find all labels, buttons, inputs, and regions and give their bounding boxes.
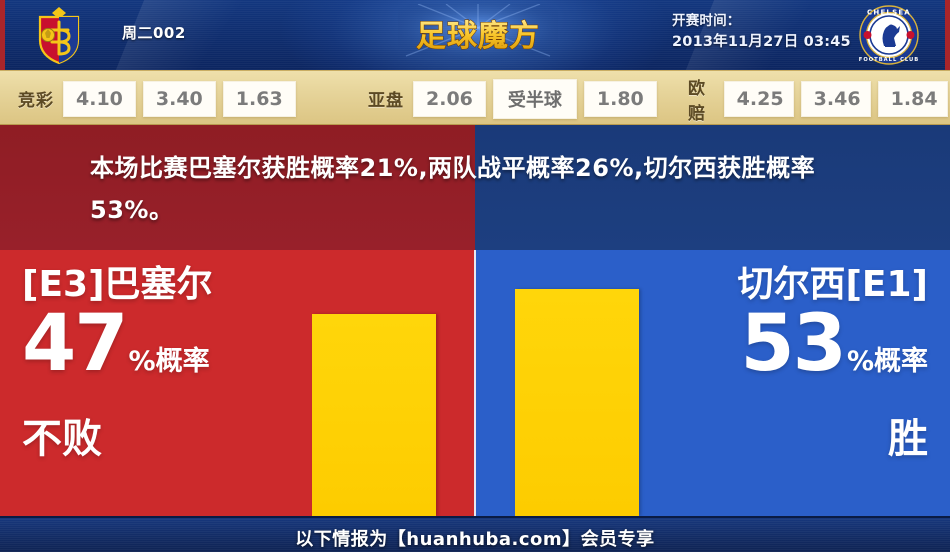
odds-oupei-draw[interactable]: 3.46 [800, 80, 871, 117]
odds-label-jingcai: 竞彩 [18, 91, 54, 111]
match-number: 周二002 [122, 24, 186, 42]
odds-label-oupei: 欧赔 [688, 78, 706, 124]
summary-left-background [0, 125, 475, 250]
odds-oupei-home[interactable]: 4.25 [723, 80, 794, 117]
odds-yapan-away[interactable]: 1.80 [583, 80, 657, 117]
odds-bar: 竞彩 4.10 3.40 1.63 亚盘 2.06 受半球 1.80 欧赔 4.… [0, 70, 950, 125]
odds-yapan-handicap[interactable]: 受半球 [492, 78, 577, 119]
summary-text: 本场比赛巴塞尔获胜概率21%,两队战平概率26%,切尔西获胜概率53%。 [90, 154, 816, 224]
header-right-edge [945, 0, 950, 70]
basel-crest-icon [38, 7, 80, 65]
panel-divider [474, 250, 476, 516]
brand-logo-icon: 足球魔方 [398, 4, 558, 64]
footer-text: 以下情报为【huanhuba.com】会员专享 [295, 529, 655, 550]
home-team-name: [E3]巴塞尔 [22, 264, 213, 305]
home-probability-row: 47%概率 [22, 305, 292, 403]
home-result-label: 不败 [22, 416, 102, 462]
footer-bar: 以下情报为【huanhuba.com】会员专享 [0, 516, 950, 552]
away-probability-row: 53%概率 [658, 305, 928, 403]
header-left-edge [0, 0, 5, 70]
odds-yapan-home[interactable]: 2.06 [413, 80, 486, 117]
bar-home-probability [312, 314, 436, 516]
away-team-name: 切尔西[E1] [737, 264, 928, 305]
odds-label-yapan: 亚盘 [368, 91, 404, 111]
odds-group-yapan: 亚盘 2.06 受半球 1.80 [368, 71, 664, 126]
home-probability-suffix: %概率 [128, 346, 210, 377]
kickoff-value: 2013年11月27日 03:45 [672, 34, 851, 50]
kickoff-label: 开赛时间： [672, 13, 741, 29]
summary-banner: 本场比赛巴塞尔获胜概率21%,两队战平概率26%,切尔西获胜概率53%。 [0, 125, 950, 250]
svg-text:足球魔方: 足球魔方 [416, 19, 540, 54]
away-probability-value: 53 [740, 299, 847, 389]
odds-group-jingcai: 竞彩 4.10 3.40 1.63 [18, 71, 303, 126]
svg-text:CHELSEA: CHELSEA [867, 9, 911, 17]
chelsea-crest-icon: CHELSEA FOOTBALL CLUB [859, 5, 919, 65]
away-team-block: 切尔西[E1] 53%概率 胜 [658, 264, 928, 465]
odds-jingcai-home[interactable]: 4.10 [63, 80, 136, 117]
away-result-label: 胜 [888, 416, 928, 462]
kickoff-time: 开赛时间： 2013年11月27日 03:45 [672, 11, 851, 53]
header-bar: 周二002 足球魔方 [0, 0, 950, 70]
svg-text:FOOTBALL CLUB: FOOTBALL CLUB [859, 57, 919, 63]
home-team-block: [E3]巴塞尔 47%概率 不败 [22, 264, 292, 465]
away-probability-suffix: %概率 [846, 346, 928, 377]
odds-jingcai-away[interactable]: 1.63 [222, 80, 296, 117]
summary-right-background [475, 125, 950, 250]
odds-jingcai-draw[interactable]: 3.40 [142, 80, 216, 117]
bar-away-probability [515, 289, 639, 516]
probability-chart: [E3]巴塞尔 47%概率 不败 切尔西[E1] 53%概率 胜 [0, 250, 950, 516]
home-probability-value: 47 [22, 299, 129, 389]
odds-oupei-away[interactable]: 1.84 [877, 80, 948, 117]
odds-group-oupei: 欧赔 4.25 3.46 1.84 [688, 71, 950, 126]
